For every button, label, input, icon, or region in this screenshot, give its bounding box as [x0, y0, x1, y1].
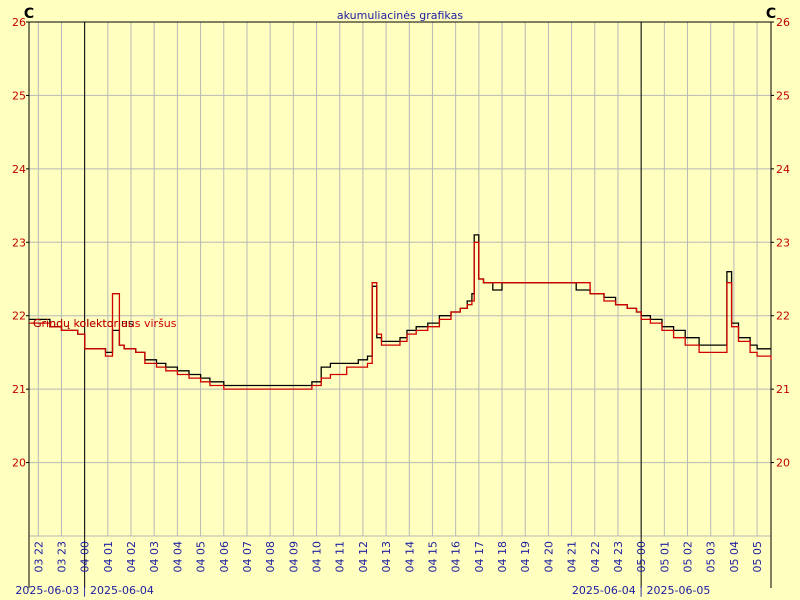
x-tick-label: 04 06	[218, 541, 231, 573]
x-tick-label: 05 01	[658, 541, 671, 573]
x-tick-label: 04 00	[79, 541, 92, 573]
x-tick-label: 04 09	[287, 541, 300, 573]
x-tick-label: 04 21	[566, 541, 579, 573]
chart-title: akumuliacinės grafikas	[337, 9, 463, 22]
x-tick-label: 04 20	[542, 541, 555, 573]
y-tick-label-right: 26	[776, 16, 790, 29]
y-unit-left: C	[24, 6, 34, 22]
x-tick-label: 04 19	[519, 541, 532, 573]
date-label: 2025-06-03 | 2025-06-04	[15, 584, 154, 597]
x-tick-label: 04 04	[171, 541, 184, 573]
axes	[26, 21, 774, 588]
x-tick-label: 04 17	[473, 541, 486, 573]
x-tick-label: 04 01	[102, 541, 115, 573]
x-tick-label: 04 23	[612, 541, 625, 573]
y-tick-label-left: 26	[12, 16, 26, 29]
x-tick-label: 04 02	[125, 541, 138, 573]
x-tick-label: 04 10	[311, 541, 324, 573]
x-tick-label: 04 11	[334, 541, 347, 573]
y-tick-label-left: 24	[12, 163, 26, 176]
y-tick-label-right: 20	[776, 457, 790, 470]
x-tick-label: 04 13	[380, 541, 393, 573]
x-tick-label: 05 02	[682, 541, 695, 573]
labels: 20 20 21 21 22 22 23 23 24 24 25 25 26 26 03 22 03 23 04…	[12, 16, 790, 597]
x-tick-label: 05 05	[751, 541, 764, 573]
y-tick-label-left: 23	[12, 236, 26, 249]
x-tick-label: 04 05	[195, 541, 208, 573]
x-tick-label: 04 22	[589, 541, 602, 573]
y-tick-label-right: 21	[776, 383, 790, 396]
y-unit-right: C	[766, 6, 776, 22]
y-tick-label-right: 25	[776, 89, 790, 102]
x-tick-label: 03 22	[32, 541, 45, 573]
x-tick-label: 05 00	[635, 541, 648, 573]
x-tick-label: 04 18	[496, 541, 509, 573]
x-tick-label: 04 16	[450, 541, 463, 573]
x-tick-label: 05 04	[728, 541, 741, 573]
y-tick-label-right: 22	[776, 310, 790, 323]
y-tick-label-right: 24	[776, 163, 790, 176]
x-tick-label: 03 23	[55, 541, 68, 573]
x-tick-label: 04 14	[403, 541, 416, 573]
y-tick-label-left: 25	[12, 89, 26, 102]
y-tick-label-left: 20	[12, 457, 26, 470]
series-line-2	[29, 241, 772, 390]
x-tick-label: 04 12	[357, 541, 370, 573]
x-tick-label: 04 08	[264, 541, 277, 573]
series-layer	[29, 234, 772, 390]
x-tick-label: 05 03	[705, 541, 718, 573]
x-tick-label: 04 03	[148, 541, 161, 573]
series-label-2: Grindų kolektoriaus viršus	[33, 317, 177, 330]
x-tick-label: 04 15	[426, 541, 439, 573]
x-tick-label: 04 07	[241, 541, 254, 573]
y-tick-label-left: 22	[12, 310, 26, 323]
series-label-1: Grindų kolektorius	[33, 317, 134, 330]
y-tick-label-left: 21	[12, 383, 26, 396]
date-label: 2025-06-04 | 2025-06-05	[572, 584, 711, 597]
y-tick-label-right: 23	[776, 236, 790, 249]
